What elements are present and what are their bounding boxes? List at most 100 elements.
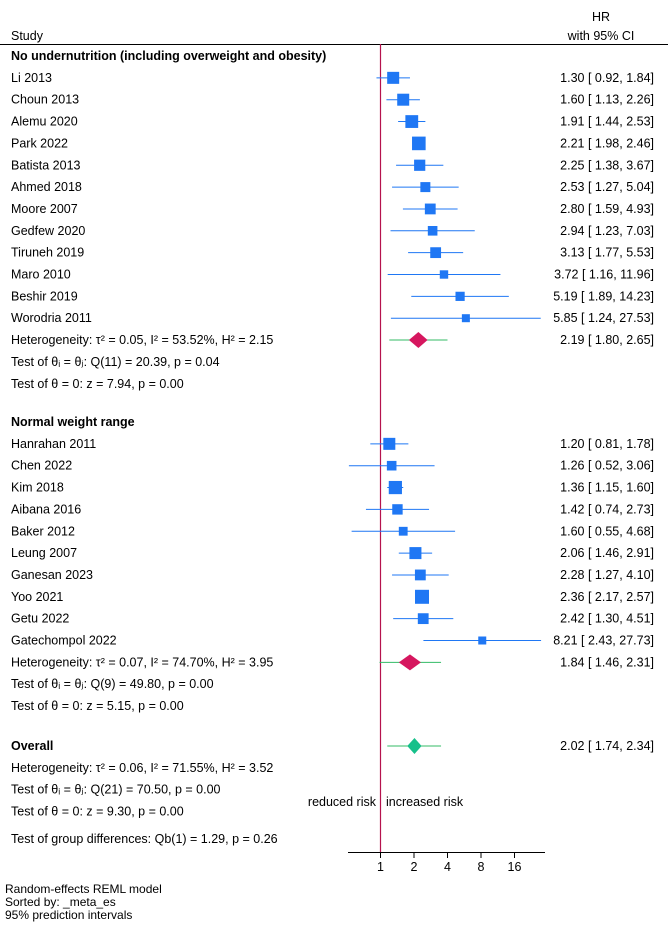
study-point-square xyxy=(383,437,396,450)
study-name: Getu 2022 xyxy=(11,612,69,626)
study-hr-ci: 1.42 [ 0.74, 2.73] xyxy=(560,502,654,516)
study-hr-ci: 2.80 [ 1.59, 4.93] xyxy=(560,202,654,216)
study-hr-ci: 3.72 [ 1.16, 11.96] xyxy=(554,268,654,282)
footer-sorted: Sorted by: _meta_es xyxy=(5,895,116,909)
study-name: Maro 2010 xyxy=(11,268,71,282)
study-point-square xyxy=(430,247,442,259)
overall-diamond xyxy=(407,738,422,754)
x-tick-label: 16 xyxy=(508,860,522,874)
header-study: Study xyxy=(11,29,44,43)
overall-hr-ci: 2.02 [ 1.74, 2.34] xyxy=(560,739,654,753)
reduced-risk-label: reduced risk xyxy=(308,795,377,809)
study-hr-ci: 1.60 [ 1.13, 2.26] xyxy=(560,93,654,107)
overall-stat-text: Heterogeneity: τ² = 0.06, I² = 71.55%, H… xyxy=(11,761,273,775)
study-hr-ci: 2.42 [ 1.30, 4.51] xyxy=(560,612,654,626)
study-name: Yoo 2021 xyxy=(11,590,63,604)
study-hr-ci: 2.21 [ 1.98, 2.46] xyxy=(560,136,654,150)
study-point-square xyxy=(414,159,426,171)
study-hr-ci: 2.28 [ 1.27, 4.10] xyxy=(560,568,654,582)
study-hr-ci: 8.21 [ 2.43, 27.73] xyxy=(553,634,654,648)
subgroup-diamond xyxy=(408,332,428,349)
study-hr-ci: 1.36 [ 1.15, 1.60] xyxy=(560,481,654,495)
study-hr-ci: 5.85 [ 1.24, 27.53] xyxy=(553,311,654,325)
study-name: Tiruneh 2019 xyxy=(11,246,84,260)
study-hr-ci: 2.25 [ 1.38, 3.67] xyxy=(560,158,654,172)
study-hr-ci: 1.91 [ 1.44, 2.53] xyxy=(560,115,654,129)
group-title: No undernutrition (including overweight … xyxy=(11,49,326,63)
study-name: Alemu 2020 xyxy=(11,115,78,129)
overall-stat-text: Test of θ = 0: z = 9.30, p = 0.00 xyxy=(11,805,184,819)
study-name: Batista 2013 xyxy=(11,158,81,172)
x-tick-label: 8 xyxy=(478,860,485,874)
x-tick-label: 4 xyxy=(444,860,451,874)
study-point-square xyxy=(386,460,397,471)
test-text: Test of θ = 0: z = 5.15, p = 0.00 xyxy=(11,699,184,713)
study-name: Moore 2007 xyxy=(11,202,78,216)
subgroup-hr-ci: 1.84 [ 1.46, 2.31] xyxy=(560,655,654,669)
footer-pi: 95% prediction intervals xyxy=(5,908,132,922)
study-name: Hanrahan 2011 xyxy=(11,437,96,451)
study-point-square xyxy=(414,569,426,581)
study-hr-ci: 2.53 [ 1.27, 5.04] xyxy=(560,180,654,194)
increased-risk-label: increased risk xyxy=(386,795,464,809)
study-point-square xyxy=(412,136,426,151)
header-hr: HR xyxy=(592,10,610,24)
subgroup-diamond xyxy=(398,654,421,671)
study-hr-ci: 3.13 [ 1.77, 5.53] xyxy=(560,246,654,260)
overall-title: Overall xyxy=(11,739,53,753)
study-hr-ci: 1.20 [ 0.81, 1.78] xyxy=(560,437,654,451)
study-point-square xyxy=(397,93,410,106)
study-name: Chen 2022 xyxy=(11,459,72,473)
study-point-square xyxy=(398,526,408,536)
study-hr-ci: 2.36 [ 2.17, 2.57] xyxy=(560,590,654,604)
x-tick-label: 2 xyxy=(411,860,418,874)
group-title: Normal weight range xyxy=(11,415,135,429)
study-hr-ci: 5.19 [ 1.89, 14.23] xyxy=(553,289,654,303)
study-name: Aibana 2016 xyxy=(11,502,81,516)
subgroup-hr-ci: 2.19 [ 1.80, 2.65] xyxy=(560,333,654,347)
study-point-square xyxy=(461,314,470,323)
overall-stat-text: Test of θᵢ = θⱼ: Q(21) = 70.50, p = 0.00 xyxy=(11,783,221,797)
study-name: Kim 2018 xyxy=(11,481,64,495)
footer-model: Random-effects REML model xyxy=(5,882,162,896)
study-point-square xyxy=(405,115,419,128)
heterogeneity-text: Heterogeneity: τ² = 0.07, I² = 74.70%, H… xyxy=(11,655,273,669)
test-text: Test of θ = 0: z = 7.94, p = 0.00 xyxy=(11,377,184,391)
study-point-square xyxy=(414,589,429,604)
study-name: Leung 2007 xyxy=(11,546,77,560)
study-point-square xyxy=(387,71,400,84)
study-name: Worodria 2011 xyxy=(11,311,92,325)
study-point-square xyxy=(439,270,449,279)
study-hr-ci: 2.06 [ 1.46, 2.91] xyxy=(560,546,654,560)
study-point-square xyxy=(420,182,431,193)
study-name: Choun 2013 xyxy=(11,93,79,107)
study-point-square xyxy=(455,291,465,301)
study-name: Baker 2012 xyxy=(11,524,75,538)
group-differences-text: Test of group differences: Qb(1) = 1.29,… xyxy=(11,832,278,846)
test-text: Test of θᵢ = θⱼ: Q(9) = 49.80, p = 0.00 xyxy=(11,677,214,691)
x-tick-label: 1 xyxy=(377,860,384,874)
study-hr-ci: 1.30 [ 0.92, 1.84] xyxy=(560,71,654,85)
forest-marks: No undernutrition (including overweight … xyxy=(11,49,654,846)
study-point-square xyxy=(392,504,403,515)
study-name: Li 2013 xyxy=(11,71,52,85)
header-ci: with 95% CI xyxy=(567,29,635,43)
study-hr-ci: 1.60 [ 0.55, 4.68] xyxy=(560,524,654,538)
x-axis-ticks: 1 2 4 8 16 xyxy=(377,852,521,874)
test-text: Test of θᵢ = θⱼ: Q(11) = 20.39, p = 0.04 xyxy=(11,355,220,369)
study-name: Gatechompol 2022 xyxy=(11,634,117,648)
study-point-square xyxy=(478,636,487,645)
study-name: Ganesan 2023 xyxy=(11,568,93,582)
study-point-square xyxy=(424,203,436,215)
study-name: Gedfew 2020 xyxy=(11,224,85,238)
study-hr-ci: 1.26 [ 0.52, 3.06] xyxy=(560,459,654,473)
study-hr-ci: 2.94 [ 1.23, 7.03] xyxy=(560,224,654,238)
study-point-square xyxy=(388,480,402,495)
study-point-square xyxy=(427,226,438,236)
study-point-square xyxy=(409,547,422,560)
study-point-square xyxy=(417,613,429,625)
study-name: Beshir 2019 xyxy=(11,289,78,303)
study-name: Park 2022 xyxy=(11,136,68,150)
study-name: Ahmed 2018 xyxy=(11,180,82,194)
